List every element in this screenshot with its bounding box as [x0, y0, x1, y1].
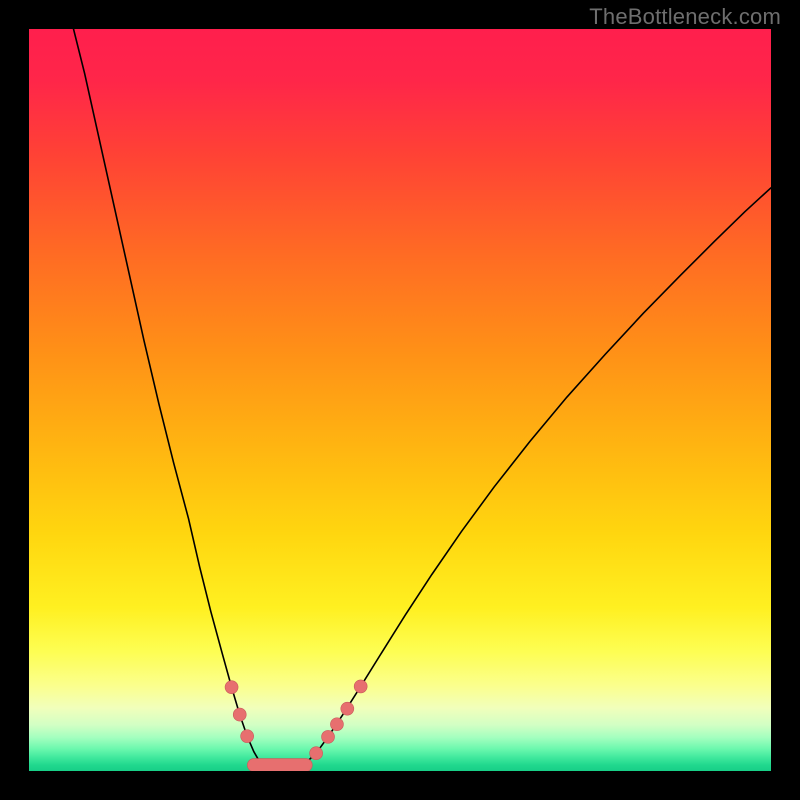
marker-pill: [247, 759, 312, 771]
marker-dot: [310, 747, 323, 760]
marker-dot: [225, 681, 238, 694]
bottleneck-chart: [29, 29, 771, 771]
gradient-background: [29, 29, 771, 771]
marker-dot: [241, 730, 254, 743]
marker-dot: [233, 708, 246, 721]
watermark-text: TheBottleneck.com: [589, 4, 781, 30]
marker-dot: [322, 730, 335, 743]
marker-dot: [341, 702, 354, 715]
chart-stage: TheBottleneck.com: [0, 0, 800, 800]
marker-dot: [330, 718, 343, 731]
marker-dot: [354, 680, 367, 693]
